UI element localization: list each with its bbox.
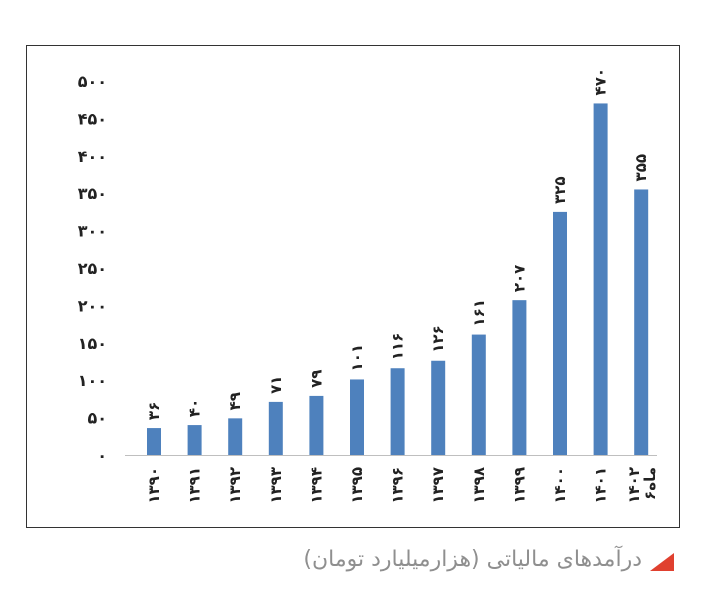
data-label: ۷۱ — [267, 376, 285, 394]
y-tick-label: ۲۵۰ — [78, 259, 107, 278]
data-label: ۴۰ — [186, 399, 204, 417]
x-tick-label: ۱۳۹۳ — [267, 467, 285, 504]
bar — [512, 300, 527, 455]
x-tick-label: ۱۴۰۱ — [592, 467, 610, 504]
bar — [268, 401, 283, 455]
x-tick-label: ۱۳۹۸ — [470, 467, 488, 504]
chart-frame: ۰ ۵۰ ۱۰۰ ۱۵۰ ۲۰۰ ۲۵۰ ۳۰۰ ۳۵۰ ۴۰۰ ۴۵۰ ۵۰۰ ۳۶ ۴۰ ۴۹ ۷۱ ۷… — [26, 45, 680, 528]
x-tick-label: ۱۳۹۲ — [226, 467, 244, 504]
data-label: ۱۲۶ — [429, 325, 447, 352]
bar — [187, 425, 202, 455]
bar — [471, 334, 486, 455]
bar — [228, 418, 243, 455]
data-labels: ۳۶ ۴۰ ۴۹ ۷۱ ۷۹ ۱۰۱ ۱۱۶ ۱۲۶ ۱۶۱ ۲۰۷ ۳۲۵ ۴۷۰ ۳۵۵ — [145, 68, 650, 420]
y-tick-label: ۱۵۰ — [78, 334, 107, 353]
y-tick-label: ۵۰ — [87, 409, 107, 428]
data-label: ۲۰۷ — [510, 265, 528, 292]
x-tick-label: ۱۳۹۱ — [186, 467, 204, 504]
data-label: ۳۲۵ — [551, 176, 569, 203]
bar — [634, 189, 649, 455]
caption-text: درآمدهای مالیاتی (هزارمیلیارد تومان) — [303, 547, 642, 572]
y-axis: ۰ ۵۰ ۱۰۰ ۱۵۰ ۲۰۰ ۲۵۰ ۳۰۰ ۳۵۰ ۴۰۰ ۴۵۰ ۵۰۰ — [78, 72, 107, 465]
bar — [350, 379, 364, 455]
data-label: ۴۷۰ — [592, 68, 610, 95]
y-tick-label: ۴۰۰ — [78, 147, 107, 166]
x-tick-label: ۱۳۹۵ — [348, 467, 366, 504]
x-tick-label: ۱۳۹۶ — [389, 467, 407, 504]
x-tick-label: ۱۳۹۷ — [429, 467, 447, 504]
y-tick-label: ۲۰۰ — [78, 296, 107, 315]
x-tick-label: ۱۴۰۲ — [625, 467, 643, 504]
y-tick-label: ۵۰۰ — [78, 72, 107, 91]
bars — [147, 103, 649, 455]
bar — [390, 368, 405, 455]
bar — [309, 395, 324, 455]
x-tick-label: ۱۴۰۰ — [551, 467, 569, 504]
x-tick-label: ۱۳۹۹ — [510, 467, 528, 504]
x-tick-label: ۱۳۹۰ — [145, 467, 163, 504]
bar — [147, 428, 161, 455]
bar — [593, 103, 608, 455]
data-label: ۷۹ — [307, 370, 325, 388]
caption-marker-icon — [650, 552, 674, 571]
data-label: ۱۱۶ — [389, 333, 407, 360]
bar-chart: ۰ ۵۰ ۱۰۰ ۱۵۰ ۲۰۰ ۲۵۰ ۳۰۰ ۳۵۰ ۴۰۰ ۴۵۰ ۵۰۰ ۳۶ ۴۰ ۴۹ ۷۱ ۷… — [78, 68, 659, 504]
data-label: ۳۶ — [145, 402, 163, 420]
y-tick-label: ۳۰۰ — [78, 222, 107, 241]
y-tick-label: ۰ — [97, 446, 107, 465]
data-label: ۱۰۱ — [348, 344, 366, 371]
data-label: ۱۶۱ — [470, 299, 488, 326]
data-label: ۴۹ — [226, 392, 244, 410]
x-tick-label: ۶ماه — [641, 467, 659, 500]
y-tick-label: ۳۵۰ — [78, 184, 107, 203]
bar — [431, 360, 446, 455]
x-axis: ۱۳۹۰ ۱۳۹۱ ۱۳۹۲ ۱۳۹۳ ۱۳۹۴ ۱۳۹۵ ۱۳۹۶ ۱۳۹۷ ۱۳۹۸ ۱۳۹۹… — [125, 455, 659, 504]
y-tick-label: ۱۰۰ — [78, 371, 107, 390]
x-tick-label: ۱۳۹۴ — [307, 467, 325, 504]
data-label: ۳۵۵ — [632, 154, 650, 181]
chart-caption: درآمدهای مالیاتی (هزارمیلیارد تومان) — [303, 547, 674, 572]
bar — [553, 211, 567, 455]
y-tick-label: ۴۵۰ — [78, 109, 107, 128]
